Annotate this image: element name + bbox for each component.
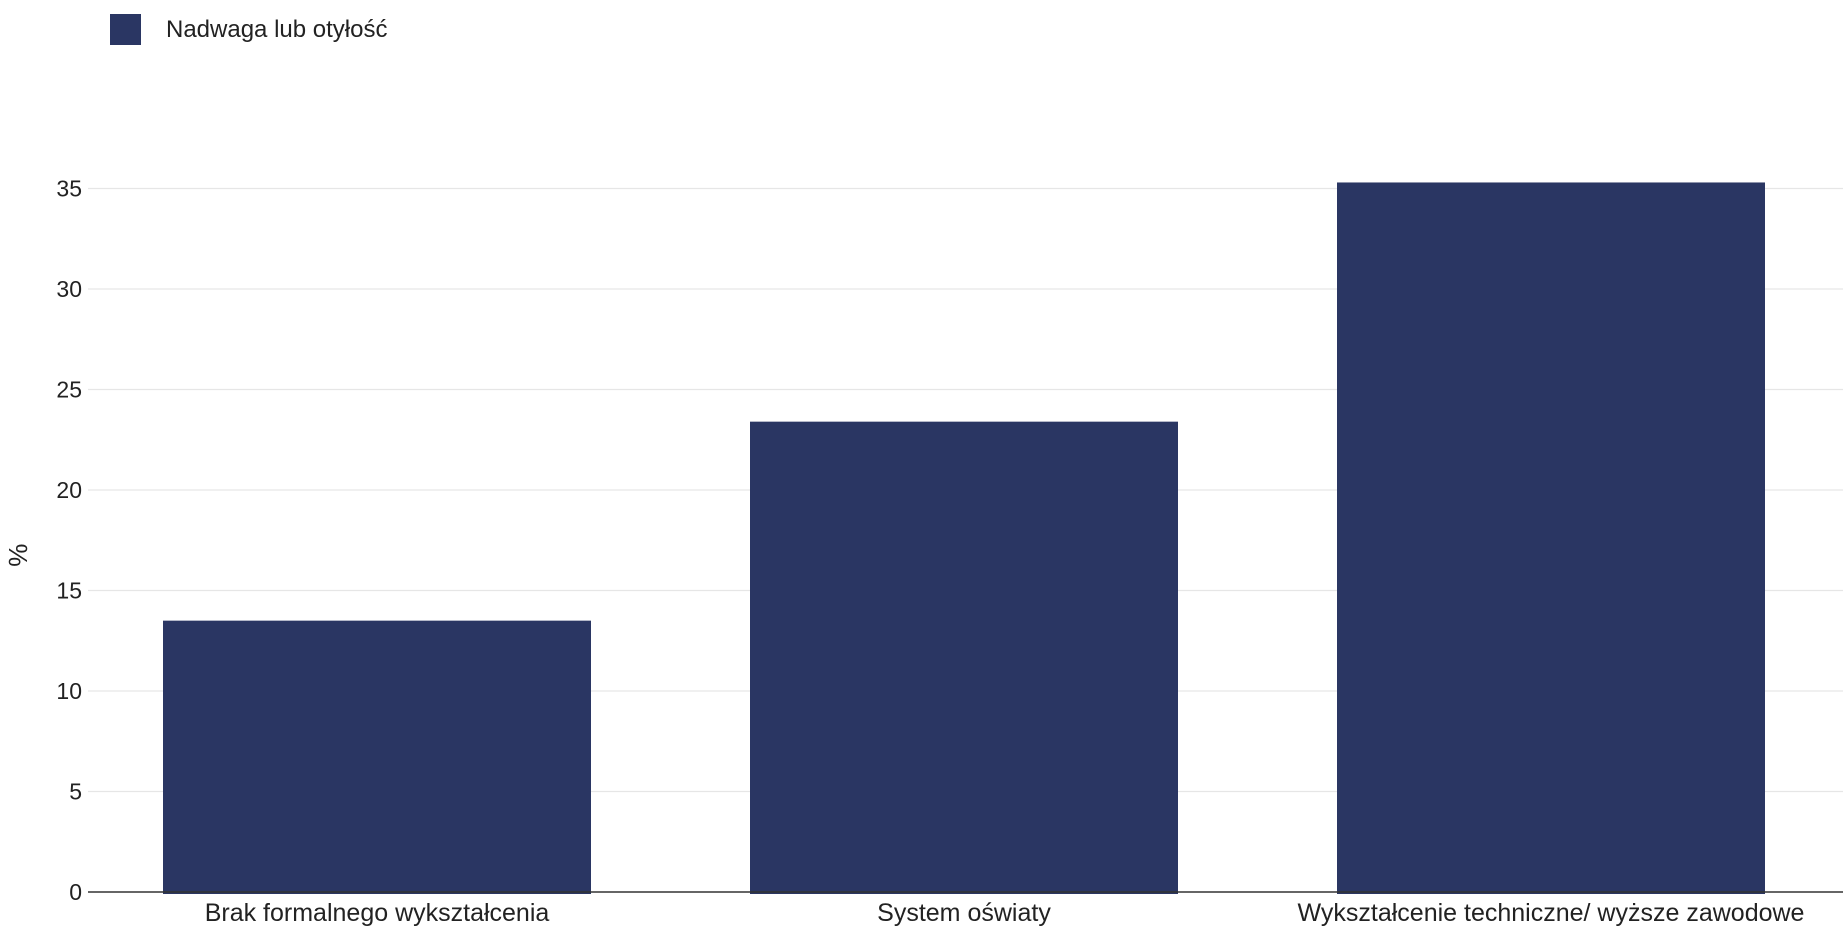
y-tick-label: 10: [56, 678, 82, 704]
bar: [163, 620, 591, 894]
y-axis-label: %: [3, 544, 33, 567]
legend-label: Nadwaga lub otyłość: [166, 15, 388, 43]
x-tick-label: Wykształcenie techniczne/ wyższe zawodow…: [1298, 899, 1805, 927]
y-tick-label: 20: [56, 477, 82, 503]
y-tick-label: 15: [56, 578, 82, 604]
y-tick-label: 35: [56, 176, 82, 202]
y-tick-label: 30: [56, 276, 82, 302]
y-tick-label: 0: [69, 879, 82, 905]
y-tick-label: 25: [56, 377, 82, 403]
legend-swatch: [110, 14, 141, 45]
bar: [750, 421, 1178, 894]
y-tick-label: 5: [69, 779, 82, 805]
legend: Nadwaga lub otyłość: [110, 14, 387, 45]
x-tick-label: System oświaty: [877, 899, 1051, 927]
bar: [1337, 182, 1765, 895]
x-tick-label: Brak formalnego wykształcenia: [205, 899, 550, 927]
